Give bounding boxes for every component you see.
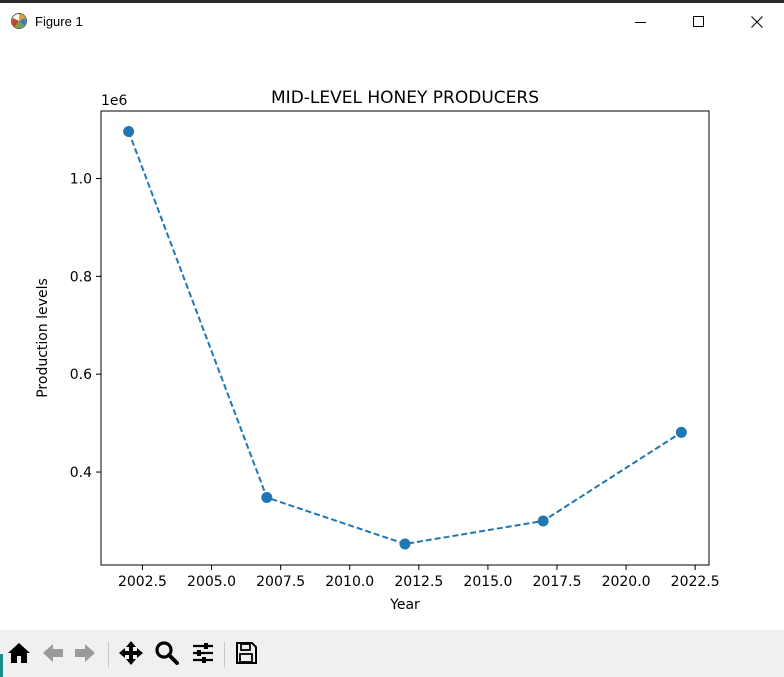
minimize-button[interactable] <box>618 7 664 37</box>
data-point <box>675 426 687 438</box>
axes-frame <box>100 110 710 566</box>
toolbar-separator <box>224 642 225 668</box>
x-tick-label: 2007.5 <box>256 574 305 590</box>
x-tick-label: 2010.0 <box>325 574 374 590</box>
window-title: Figure 1 <box>35 14 83 29</box>
zoom-button[interactable] <box>152 640 182 670</box>
close-icon <box>751 16 763 28</box>
move-icon <box>118 640 144 670</box>
x-tick-label: 2022.5 <box>671 574 720 590</box>
title-bar: Figure 1 <box>0 3 784 41</box>
data-point <box>537 515 549 527</box>
x-tick-label: 2017.5 <box>533 574 582 590</box>
home-button[interactable] <box>4 640 34 670</box>
minimize-icon <box>635 16 647 28</box>
arrow-left-icon <box>41 641 65 669</box>
data-point <box>261 491 273 503</box>
x-tick-label: 2012.5 <box>394 574 443 590</box>
maximize-icon <box>693 16 705 28</box>
matplotlib-icon <box>10 12 28 30</box>
window-edge-marker <box>0 654 3 677</box>
y-axis-label: Production levels <box>35 278 51 398</box>
y-tick-label: 0.8 <box>70 269 92 285</box>
x-tick-label: 2020.0 <box>602 574 651 590</box>
figure-canvas: MID-LEVEL HONEY PRODUCERS 1e6 2002.5 2005.0… <box>0 41 784 630</box>
y-tick-label: 0.6 <box>70 367 92 383</box>
arrow-right-icon <box>73 641 97 669</box>
home-icon <box>7 641 31 669</box>
line-chart: MID-LEVEL HONEY PRODUCERS 1e6 2002.5 2005.0… <box>35 88 720 613</box>
data-point <box>399 538 411 550</box>
configure-subplots-button[interactable] <box>188 640 218 670</box>
y-tick-label: 0.4 <box>70 465 92 481</box>
y-offset-label: 1e6 <box>101 93 128 109</box>
close-button[interactable] <box>734 7 780 37</box>
toolbar-separator <box>108 642 109 668</box>
floppy-disk-icon <box>234 641 258 669</box>
x-tick-label: 2015.0 <box>463 574 512 590</box>
x-axis-label: Year <box>389 597 420 613</box>
x-tick-label: 2002.5 <box>118 574 167 590</box>
data-point <box>123 126 135 138</box>
y-tick-label: 1.0 <box>70 172 92 188</box>
sliders-icon <box>191 641 215 669</box>
navigation-toolbar <box>0 630 784 677</box>
window-top-border <box>0 0 784 3</box>
maximize-button[interactable] <box>676 7 722 37</box>
magnifier-icon <box>154 640 180 670</box>
pan-button[interactable] <box>116 640 146 670</box>
forward-button[interactable] <box>70 640 100 670</box>
x-tick-label: 2005.0 <box>187 574 236 590</box>
series-line <box>127 131 682 545</box>
save-button[interactable] <box>231 640 261 670</box>
chart-title: MID-LEVEL HONEY PRODUCERS <box>271 88 539 108</box>
back-button[interactable] <box>38 640 68 670</box>
